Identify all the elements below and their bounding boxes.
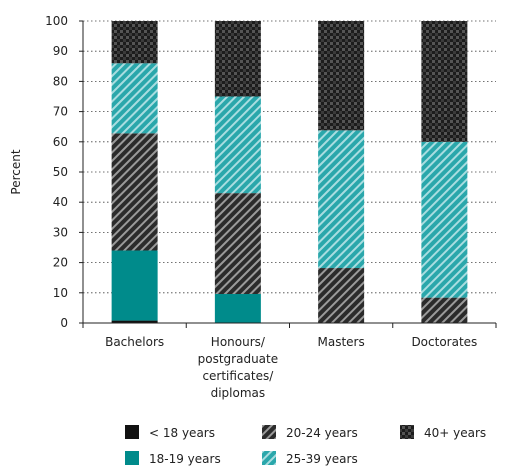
bar-segment [421, 141, 468, 298]
legend-label: 20-24 years [286, 426, 358, 440]
y-tick-label: 20 [53, 256, 68, 270]
x-tick-label: Bachelors [105, 335, 164, 349]
legend-swatch [262, 451, 276, 465]
y-tick-label: 10 [53, 286, 68, 300]
x-tick-label: Doctorates [411, 335, 477, 349]
legend-swatch [400, 425, 414, 439]
legend-label: 25-39 years [286, 452, 358, 466]
x-tick-label: Masters [318, 335, 365, 349]
bar-segment [111, 133, 158, 251]
y-tick-labels: 0 10 20 30 40 50 60 70 80 90 100 [45, 14, 83, 330]
bar-segment [214, 21, 261, 97]
y-axis-title: Percent [9, 149, 23, 194]
bar-segment [421, 297, 468, 323]
y-tick-label: 0 [60, 316, 68, 330]
bar-segment [318, 130, 365, 269]
legend-label: < 18 years [149, 426, 215, 440]
bar-segment [318, 21, 365, 131]
bar-segment [111, 21, 158, 64]
legend-swatch [262, 425, 276, 439]
y-tick-label: 70 [53, 105, 68, 119]
bar-segment [318, 268, 365, 323]
bar-segment [214, 294, 261, 323]
bar-segment [111, 250, 158, 321]
bar-segment [111, 63, 158, 134]
legend-label: 40+ years [424, 426, 486, 440]
bars [111, 21, 468, 323]
y-tick-label: 50 [53, 165, 68, 179]
x-tick-labels: Bachelors Honours/postgraduate certificate… [82, 323, 497, 400]
bar-segment [214, 96, 261, 194]
y-tick-label: 40 [53, 195, 68, 209]
legend-label: 18-19 years [149, 452, 221, 466]
legend-swatch [125, 425, 139, 439]
y-tick-label: 80 [53, 74, 68, 88]
y-tick-label: 30 [53, 225, 68, 239]
x-tick-label: Honours/postgraduate certificates/diploma… [198, 335, 278, 400]
y-tick-label: 60 [53, 135, 68, 149]
bar-segment [421, 21, 468, 142]
y-tick-label: 90 [53, 44, 68, 58]
bar-segment [214, 193, 261, 295]
bar-segment [111, 320, 158, 323]
y-tick-label: 100 [45, 14, 68, 28]
legend: < 18 years 18-19 years 20-24 years 25-39 ye… [125, 425, 486, 466]
legend-swatch [125, 451, 139, 465]
